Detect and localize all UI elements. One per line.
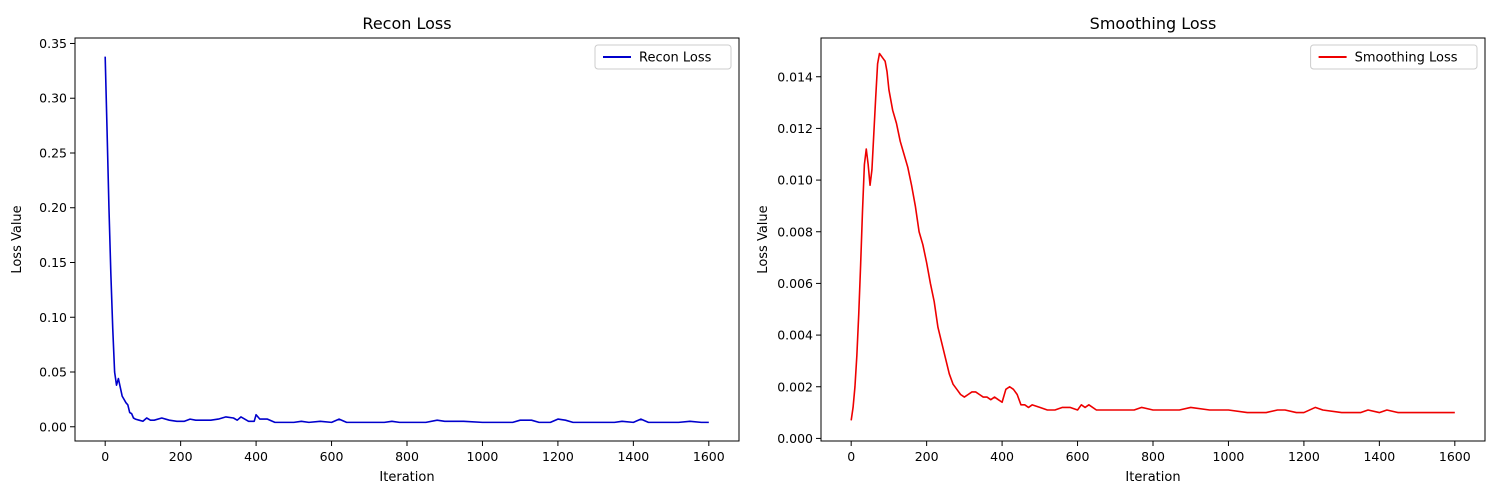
x-tick-label: 600	[320, 449, 344, 464]
y-tick-label: 0.012	[777, 121, 813, 136]
plot-frame	[820, 37, 1486, 442]
legend: Recon Loss	[594, 44, 732, 70]
y-axis-label: Loss Value	[756, 205, 771, 273]
y-tick-label: 0.35	[39, 36, 67, 51]
x-tick-label: 1200	[1288, 449, 1320, 464]
y-tick-label: 0.25	[39, 145, 67, 160]
x-tick-label: 1400	[617, 449, 649, 464]
x-tick-label: 400	[990, 449, 1014, 464]
x-tick-label: 1000	[467, 449, 499, 464]
chart-title: Recon Loss	[362, 14, 451, 33]
x-tick-label: 600	[1066, 449, 1090, 464]
x-tick-label: 0	[847, 449, 855, 464]
y-tick-label: 0.000	[777, 431, 813, 446]
y-axis-label: Loss Value	[10, 205, 25, 273]
x-tick-label: 200	[915, 449, 939, 464]
y-tick-label: 0.006	[777, 276, 813, 291]
x-tick-label: 1400	[1363, 449, 1395, 464]
legend-label: Smoothing Loss	[1355, 51, 1458, 66]
x-tick-label: 1600	[693, 449, 725, 464]
series-line-1	[104, 56, 709, 424]
legend-label: Recon Loss	[639, 51, 712, 66]
y-tick-label: 0.008	[777, 224, 813, 239]
y-tick-label: 0.30	[39, 91, 67, 106]
x-tick-label: 1600	[1439, 449, 1471, 464]
x-axis-label: Iteration	[379, 470, 434, 485]
y-tick-label: 0.15	[39, 255, 67, 270]
chart-panel-2: Smoothing Loss 0 200 400 600 800 1000 1200 1400 1…	[756, 14, 1486, 485]
x-axis-label: Iteration	[1125, 470, 1180, 485]
y-tick-label: 0.00	[39, 419, 67, 434]
series-line-1	[850, 52, 1455, 421]
y-tick-label: 0.002	[777, 379, 813, 394]
y-tick-label: 0.004	[777, 328, 813, 343]
x-tick-label: 800	[395, 449, 419, 464]
chart-title: Smoothing Loss	[1090, 14, 1217, 33]
x-tick-label: 200	[169, 449, 193, 464]
y-tick-label: 0.014	[777, 69, 813, 84]
y-tick-label: 0.20	[39, 200, 67, 215]
y-tick-label: 0.010	[777, 173, 813, 188]
x-tick-label: 0	[101, 449, 109, 464]
legend-box	[594, 44, 732, 70]
y-tick-label: 0.10	[39, 310, 67, 325]
legend: Smoothing Loss	[1310, 44, 1478, 70]
x-tick-label: 1200	[542, 449, 574, 464]
plot-frame	[74, 37, 740, 442]
x-tick-label: 400	[244, 449, 268, 464]
chart-panel-1: Recon Loss 0 200 400 600 800 1000 1200 1400 1600 0…	[10, 14, 740, 485]
y-tick-label: 0.05	[39, 365, 67, 380]
x-tick-label: 800	[1141, 449, 1165, 464]
x-tick-label: 1000	[1213, 449, 1245, 464]
legend-box	[1310, 44, 1478, 70]
